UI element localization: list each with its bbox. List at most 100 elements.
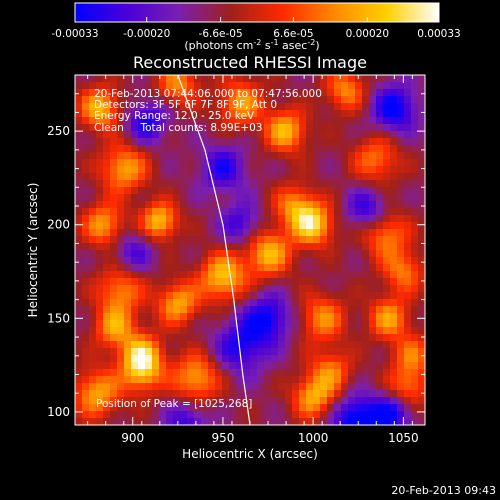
heatmap-cell [285,306,293,314]
heatmap-cell [208,215,216,223]
heatmap-cell [194,103,202,111]
heatmap-cell [173,194,181,202]
heatmap-cell [264,208,272,216]
heatmap-cell [411,306,419,314]
heatmap-cell [103,117,111,125]
heatmap-cell [152,187,160,195]
heatmap-cell [180,348,188,356]
heatmap-cell [418,334,425,342]
heatmap-cell [89,411,97,419]
heatmap-cell [341,271,349,279]
heatmap-cell [166,334,174,342]
heatmap-cell [418,362,425,370]
heatmap-cell [348,222,356,230]
heatmap-cell [397,390,405,398]
heatmap-cell [117,82,125,90]
heatmap-cell [173,341,181,349]
heatmap-cell [292,264,300,272]
heatmap-cell [355,264,363,272]
heatmap-cell [334,138,342,146]
heatmap-cell [285,138,293,146]
heatmap-cell [327,180,335,188]
heatmap-cell [376,257,384,265]
heatmap-cell [320,236,328,244]
heatmap-cell [131,124,139,132]
heatmap-cell [131,341,139,349]
heatmap-cell [404,348,412,356]
heatmap-cell [327,292,335,300]
heatmap-cell [292,103,300,111]
heatmap-cell [299,376,307,384]
heatmap-cell [418,215,425,223]
heatmap-cell [131,180,139,188]
heatmap-cell [215,397,223,405]
peak-position-label: Position of Peak = [1025,268] [96,398,252,410]
heatmap-cell [271,215,279,223]
heatmap-cell [208,124,216,132]
heatmap-cell [173,369,181,377]
heatmap-cell [376,411,384,419]
heatmap-cell [397,131,405,139]
heatmap-cell [145,215,153,223]
heatmap-cell [411,243,419,251]
heatmap-cell [334,208,342,216]
heatmap-cell [355,124,363,132]
heatmap-cell [117,278,125,286]
heatmap-cell [411,257,419,265]
heatmap-cell [278,236,286,244]
heatmap-cell [257,173,265,181]
heatmap-cell [222,257,230,265]
heatmap-cell [341,187,349,195]
heatmap-cell [215,236,223,244]
heatmap-cell [145,404,153,412]
heatmap-cell [145,327,153,335]
heatmap-cell [131,187,139,195]
heatmap-cell [96,369,104,377]
heatmap-cell [376,229,384,237]
heatmap-cell [376,327,384,335]
heatmap-cell [82,327,90,335]
info-text: 20-Feb-2013 07:44:06.000 to 07:47:56.000… [94,88,322,410]
heatmap-cell [103,257,111,265]
heatmap-cell [376,306,384,314]
heatmap-cell [208,117,216,125]
heatmap-cell [397,96,405,104]
heatmap-cell [418,369,425,377]
heatmap-cell [292,96,300,104]
heatmap-cell [194,131,202,139]
heatmap-cell [187,348,195,356]
heatmap-cell [292,138,300,146]
heatmap-cell [110,362,118,370]
heatmap-cell [131,313,139,321]
heatmap-cell [341,208,349,216]
heatmap-cell [131,103,139,111]
heatmap-cell [418,243,425,251]
heatmap-cell [110,201,118,209]
heatmap-cell [306,383,314,391]
heatmap-cell [96,110,104,118]
heatmap-cell [89,264,97,272]
heatmap-cell [145,348,153,356]
heatmap-cell [383,159,391,167]
heatmap-cell [222,362,230,370]
heatmap-cell [383,369,391,377]
heatmap-cell [138,180,146,188]
heatmap-cell [383,362,391,370]
heatmap-cell [138,264,146,272]
heatmap-cell [124,355,132,363]
heatmap-cell [124,299,132,307]
heatmap-cell [362,383,370,391]
heatmap-cell [236,257,244,265]
heatmap-cell [327,397,335,405]
heatmap-cell [271,327,279,335]
heatmap-cell [124,250,132,258]
heatmap-cell [166,299,174,307]
heatmap-cell [103,250,111,258]
heatmap-cell [131,390,139,398]
heatmap-cell [110,348,118,356]
heatmap-cell [355,89,363,97]
heatmap-cell [138,383,146,391]
heatmap-cell [208,334,216,342]
heatmap-cell [334,299,342,307]
heatmap-cell [201,110,209,118]
